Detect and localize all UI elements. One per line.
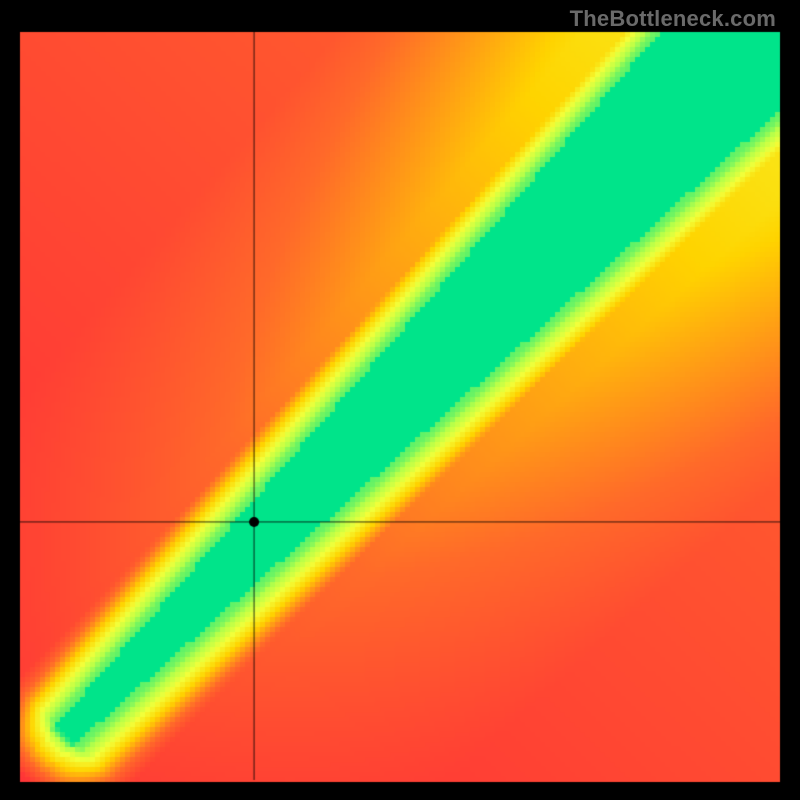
heatmap-canvas [0,0,800,800]
chart-root: TheBottleneck.com [0,0,800,800]
watermark-text: TheBottleneck.com [570,6,776,32]
